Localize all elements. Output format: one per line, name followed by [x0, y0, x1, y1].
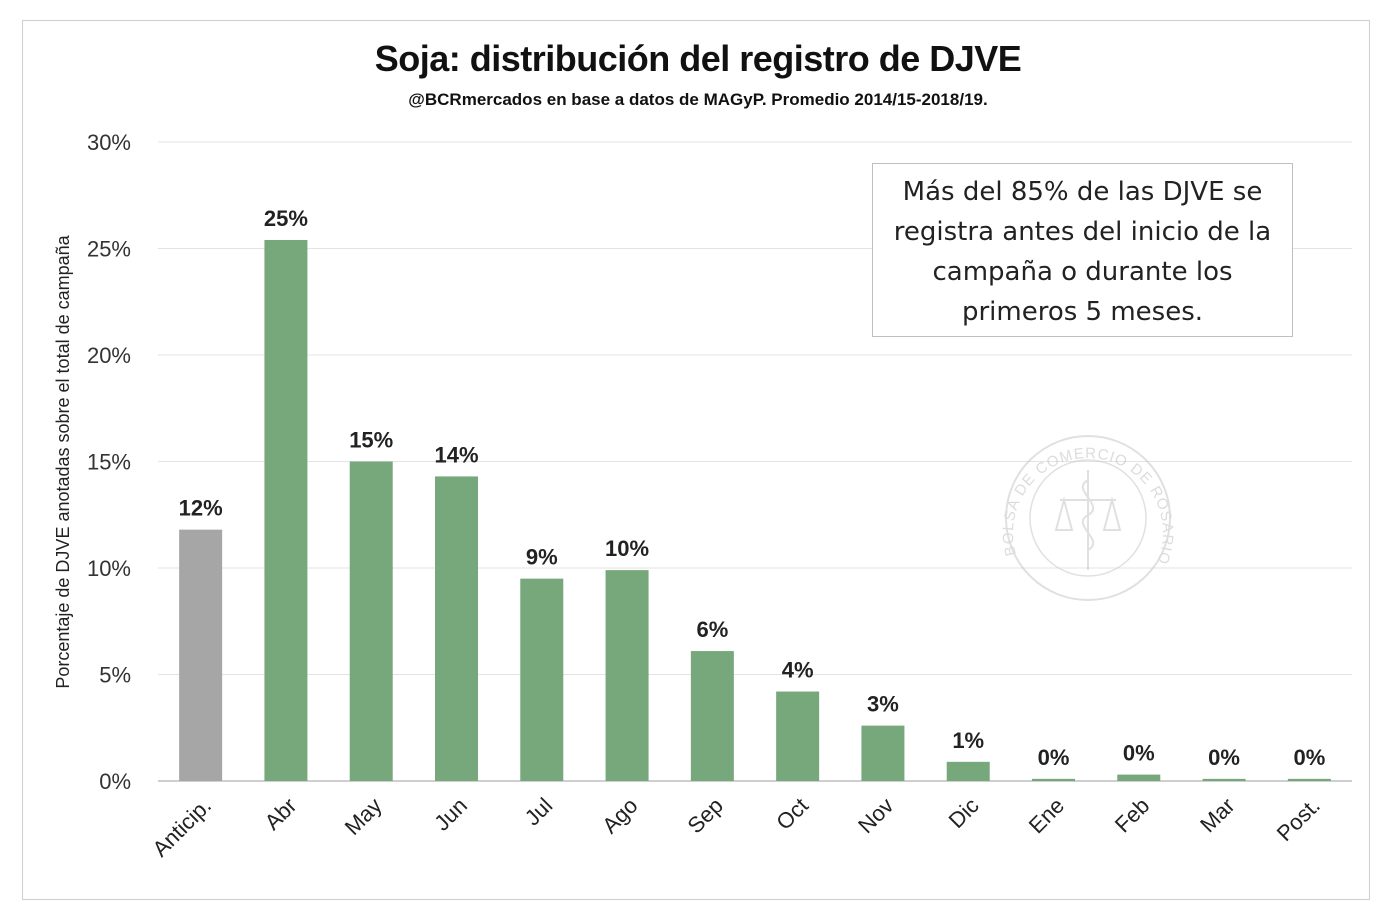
data-label: 4%	[782, 658, 814, 683]
bar	[435, 476, 478, 781]
data-label: 0%	[1208, 745, 1240, 770]
bar	[520, 578, 564, 781]
bar	[605, 570, 649, 781]
data-label: 0%	[1293, 745, 1325, 770]
x-tick-labels: Anticip. Abr May Jun Jul Ago Sep Oct Nov Dic Ene Fe…	[147, 793, 1324, 862]
x-tick-label: Abr	[260, 793, 302, 835]
x-tick-label: Nov	[853, 793, 898, 838]
y-tick-labels: 0% 5% 10% 15% 20% 25% 30%	[87, 130, 131, 794]
bar	[1032, 778, 1075, 781]
chart-title: Soja: distribución del registro de DJVE	[374, 38, 1022, 79]
watermark-seal: BOLSA DE COMERCIO DE ROSARIO	[1000, 435, 1175, 601]
bar	[1117, 774, 1161, 781]
annotation-line-3: campaña o durante los	[932, 257, 1233, 287]
data-label: 3%	[867, 692, 899, 717]
bars	[179, 239, 1331, 782]
x-tick-label: Jun	[429, 793, 472, 836]
data-labels: 12% 25% 15% 14% 9% 10% 6% 4% 3% 1% 0% 0% 0% 0%	[179, 206, 1326, 770]
x-tick-label: Anticip.	[147, 793, 216, 862]
x-tick-label: Mar	[1195, 793, 1239, 837]
data-label: 6%	[696, 617, 728, 642]
x-tick-label: Ago	[597, 793, 642, 838]
bar	[179, 529, 223, 781]
y-tick-label: 20%	[87, 343, 131, 368]
x-tick-label: Post.	[1272, 793, 1325, 846]
bar	[690, 651, 734, 781]
y-axis-label: Porcentaje de DJVE anotadas sobre el tot…	[53, 234, 73, 688]
x-tick-label: May	[340, 793, 387, 840]
annotation-box: Más del 85% de las DJVE se registra ante…	[872, 163, 1293, 337]
data-label: 14%	[434, 442, 478, 467]
data-label: 9%	[526, 545, 558, 570]
x-tick-label: Oct	[771, 793, 813, 835]
annotation-line-1: Más del 85% de las DJVE se	[902, 177, 1263, 207]
x-tick-label: Feb	[1110, 793, 1154, 837]
y-tick-label: 15%	[87, 450, 131, 475]
annotation-line-2: registra antes del inicio de la	[893, 217, 1272, 247]
y-tick-label: 0%	[99, 769, 131, 794]
x-tick-label: Ene	[1024, 793, 1069, 838]
data-label: 15%	[349, 428, 393, 453]
bar	[1287, 778, 1331, 781]
x-tick-label: Sep	[683, 793, 728, 838]
bar	[1202, 778, 1246, 781]
data-label: 0%	[1123, 741, 1155, 766]
bar	[349, 461, 393, 781]
chart-subtitle: @BCRmercados en base a datos de MAGyP. P…	[408, 90, 988, 109]
bar	[946, 761, 990, 781]
y-tick-label: 10%	[87, 556, 131, 581]
y-tick-label: 25%	[87, 237, 131, 262]
bar	[776, 691, 820, 781]
bar	[264, 239, 308, 782]
annotation-line-4: primeros 5 meses.	[961, 297, 1204, 327]
x-tick-label: Jul	[520, 793, 558, 831]
data-label: 1%	[952, 728, 984, 753]
data-label: 0%	[1038, 745, 1070, 770]
data-label: 25%	[264, 206, 308, 231]
x-tick-label: Dic	[944, 793, 984, 833]
data-label: 10%	[605, 536, 649, 561]
y-tick-label: 5%	[99, 663, 131, 688]
y-tick-label: 30%	[87, 130, 131, 155]
data-label: 12%	[179, 496, 223, 521]
bar	[861, 725, 905, 781]
